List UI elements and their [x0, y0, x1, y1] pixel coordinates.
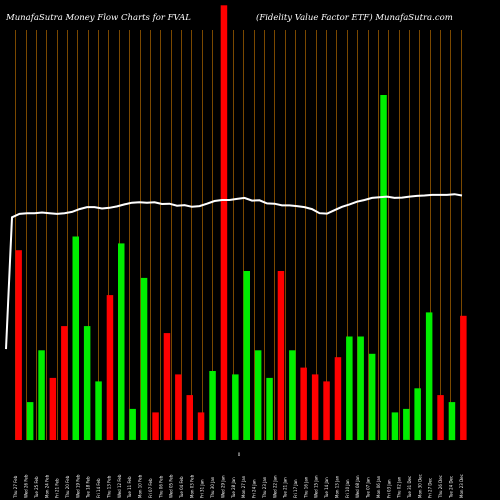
- x-tick-label: Fri 14 Feb: [96, 478, 101, 498]
- volume-bar: [15, 250, 22, 440]
- x-tick-label: Wed 08 Jan: [355, 475, 360, 498]
- volume-bar: [140, 277, 148, 440]
- x-tick-label: Mon 24 Feb: [44, 474, 49, 498]
- volume-bar: [243, 271, 250, 440]
- chart-title-right: (Fidelity Value Factor ETF) MunafaSutra.…: [256, 12, 453, 23]
- x-tick-label: Thu 13 Feb: [107, 475, 112, 499]
- volume-bar: [163, 333, 171, 441]
- volume-bar: [437, 395, 444, 440]
- x-tick-label: Thu 30 Jan: [210, 476, 215, 499]
- x-tick-label: Wed 15 Jan: [314, 475, 319, 498]
- x-tick-label: Mon 13 Jan: [335, 475, 340, 498]
- x-tick-label: Wed 26 Feb: [24, 474, 29, 498]
- volume-bar: [289, 350, 296, 440]
- x-tick-label: Tue 11 Feb: [127, 476, 132, 499]
- x-tick-label: Tue 24 Dec: [449, 476, 454, 499]
- x-tick-label: Fri 21 Feb: [55, 478, 60, 498]
- x-tick-label: Fri 31 Jan: [200, 479, 205, 498]
- x-tick-label: Fri 17 Jan: [293, 479, 298, 498]
- volume-bar: [175, 374, 182, 440]
- x-tick-label: Tue 28 Jan: [231, 477, 236, 499]
- volume-bar: [186, 395, 193, 440]
- x-tick-label: Thu 02 Jan: [397, 476, 402, 499]
- volume-bar: [152, 412, 159, 440]
- x-tick-label: Wed 12 Feb: [117, 474, 122, 498]
- x-tick-label: Fri 10 Jan: [345, 479, 350, 498]
- x-tick-label: Tue 18 Feb: [86, 476, 91, 499]
- x-tick-labels: Thu 27 Feb Wed 26 Feb Tue 25 Feb Mon 24 Feb…: [13, 474, 464, 499]
- volume-bar: [323, 381, 330, 441]
- price-line: [5, 193, 463, 350]
- volume-bar: [460, 315, 467, 440]
- x-tick-label: Tue 31 Dec: [407, 476, 412, 499]
- x-tick-label: Wed 22 Jan: [272, 475, 277, 498]
- volume-bar: [26, 402, 34, 441]
- volume-bar: [83, 326, 91, 440]
- volume-bar: [380, 95, 387, 440]
- x-tick-label: Mon 30 Dec: [417, 474, 422, 498]
- x-tick-label: Thu 27 Feb: [13, 475, 18, 499]
- volume-bars: [15, 5, 467, 441]
- volume-bar: [254, 350, 262, 440]
- volume-bar: [391, 412, 399, 440]
- x-tick-label: Fri 24 Jan: [252, 479, 257, 498]
- x-tick-label: Tue 04 Feb: [179, 476, 184, 499]
- volume-bar: [448, 402, 456, 441]
- x-tick-label: Mon 03 Feb: [189, 474, 194, 498]
- x-tick-label: Fri 27 Dec: [428, 478, 433, 498]
- volume-bar: [425, 312, 433, 440]
- volume-bar: [72, 236, 79, 440]
- x-center-label: 0: [238, 452, 241, 457]
- volume-bar: [106, 295, 114, 440]
- x-tick-label: Mon 23 Dec: [459, 474, 464, 498]
- volume-bar: [277, 271, 285, 440]
- x-tick-label: Wed 05 Feb: [169, 474, 174, 498]
- x-tick-label: Mon 27 Jan: [241, 475, 246, 498]
- volume-bar: [232, 374, 239, 440]
- volume-bar: [414, 388, 421, 441]
- x-tick-label: Thu 06 Feb: [158, 475, 163, 499]
- chart-title-left: MunafaSutra Money Flow Charts for FVAL: [5, 13, 191, 23]
- volume-bar: [368, 353, 376, 441]
- x-tick-label: Thu 26 Dec: [438, 475, 443, 499]
- volume-bar: [118, 243, 125, 440]
- volume-bar: [38, 350, 45, 440]
- volume-bar: [403, 408, 410, 440]
- volume-bar: [334, 357, 342, 440]
- x-tick-label: Mon 10 Feb: [138, 474, 143, 498]
- volume-bar: [49, 377, 57, 440]
- x-tick-label: Fri 07 Feb: [148, 478, 153, 498]
- x-tick-label: Mon 06 Jan: [376, 475, 381, 498]
- x-tick-label: Wed 29 Jan: [221, 475, 226, 498]
- volume-bar: [357, 336, 364, 440]
- volume-bar: [300, 367, 307, 441]
- volume-bar: [266, 377, 273, 440]
- x-tick-label: Tue 25 Feb: [34, 476, 39, 499]
- volume-bar: [346, 336, 353, 440]
- volume-bar: [95, 381, 102, 441]
- volume-bar: [129, 408, 136, 440]
- volume-bar: [61, 326, 68, 440]
- volume-bar: [311, 374, 319, 440]
- volume-bar: [209, 371, 216, 440]
- x-tick-label: Wed 19 Feb: [75, 474, 80, 498]
- volume-bar: [197, 412, 205, 440]
- x-tick-label: Tue 14 Jan: [324, 477, 329, 499]
- x-tick-label: Tue 07 Jan: [366, 477, 371, 499]
- x-tick-label: Thu 20 Feb: [65, 475, 70, 499]
- x-tick-label: Thu 23 Jan: [262, 476, 267, 499]
- x-tick-label: Thu 16 Jan: [303, 476, 308, 499]
- x-tick-label: Fri 03 Jan: [386, 479, 391, 498]
- x-tick-label: Tue 21 Jan: [283, 477, 288, 499]
- volume-bar: [220, 5, 228, 441]
